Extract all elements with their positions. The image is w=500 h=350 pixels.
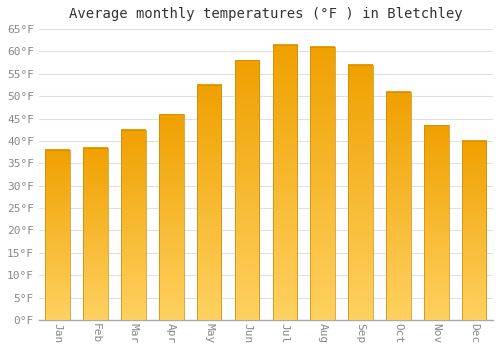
Bar <box>234 61 260 320</box>
Bar <box>46 150 70 320</box>
Bar <box>386 92 410 320</box>
Bar <box>159 114 184 320</box>
Bar <box>424 125 448 320</box>
Bar <box>84 148 108 320</box>
Bar <box>121 130 146 320</box>
Bar <box>462 141 486 320</box>
Bar <box>310 47 335 320</box>
Bar <box>348 65 373 320</box>
Title: Average monthly temperatures (°F ) in Bletchley: Average monthly temperatures (°F ) in Bl… <box>69 7 462 21</box>
Bar <box>197 85 222 320</box>
Bar <box>272 45 297 320</box>
